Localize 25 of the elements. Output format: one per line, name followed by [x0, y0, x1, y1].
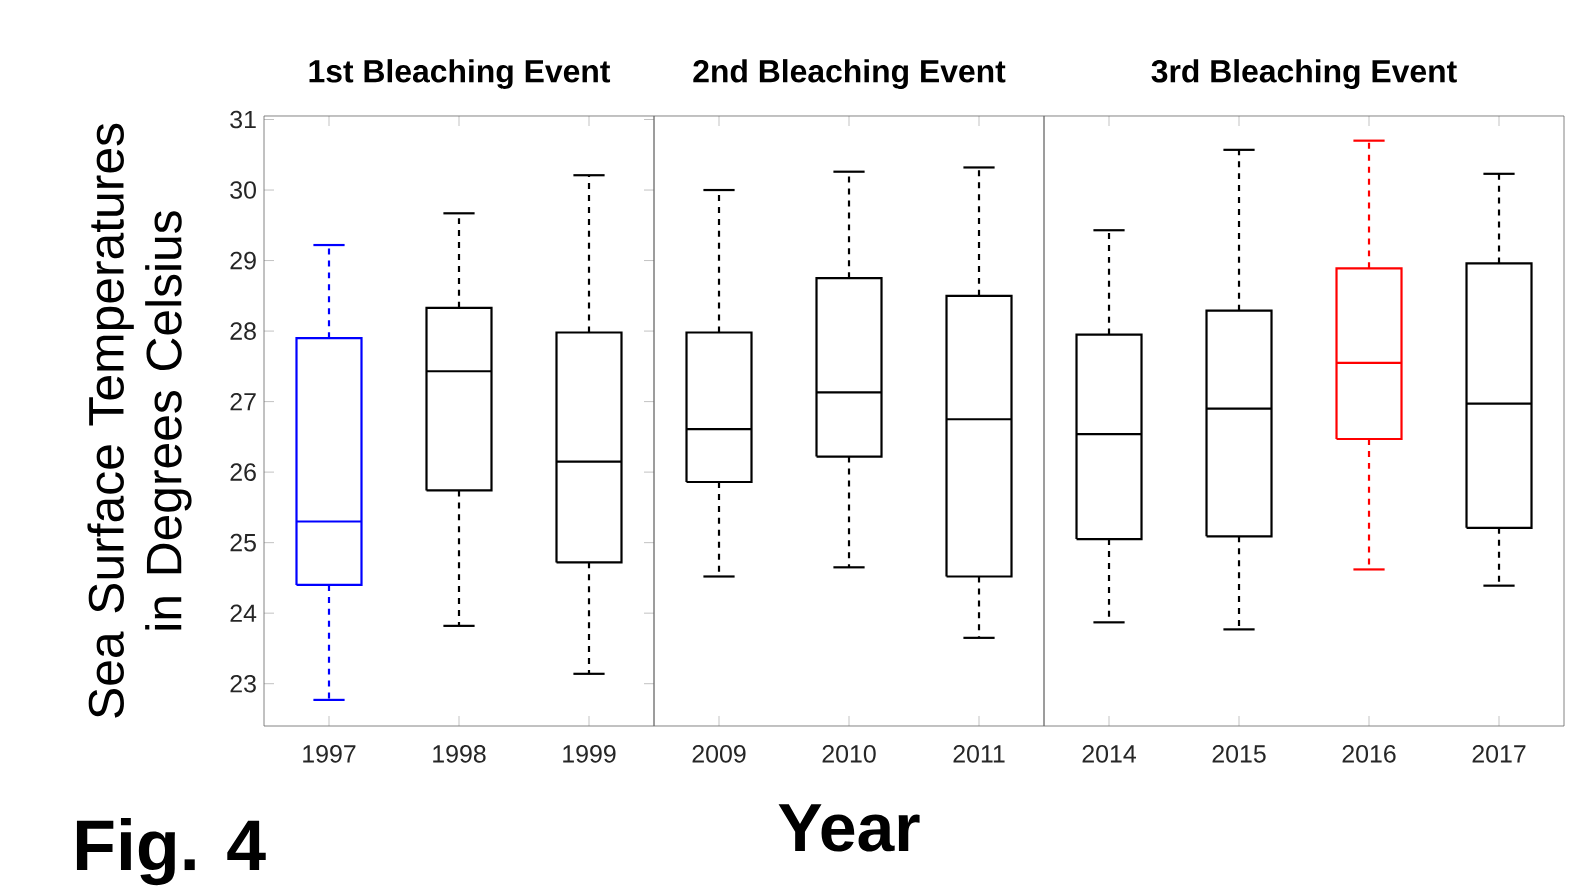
- caption: Fig. 4: [76, 818, 266, 886]
- chart-title: 1st Bleaching Event: [309, 59, 611, 89]
- y-tick-label: 31: [230, 110, 256, 129]
- x-tick-label: 1999: [563, 745, 616, 763]
- y-tick-label: 29: [230, 251, 256, 270]
- x-tick-label: 2009: [692, 745, 746, 763]
- x-tick-label: 2015: [1212, 745, 1266, 763]
- y-tick-label: 30: [230, 181, 256, 199]
- chart-title: 2nd Bleaching Event: [693, 59, 1006, 89]
- x-tick-label: 2014: [1082, 745, 1136, 763]
- y-axis-title: Sea Surface Temperatures in Degrees Celsius: [87, 123, 192, 718]
- chart-title: 3rd Bleaching Event: [1151, 59, 1457, 89]
- y-tick-label: 27: [230, 392, 256, 411]
- y-tick-label: 23: [230, 674, 256, 693]
- x-tick-label: 2017: [1472, 745, 1526, 763]
- y-tick-label: 25: [230, 533, 256, 552]
- x-tick-label: 1997: [303, 745, 356, 763]
- y-tick-label: 26: [230, 463, 256, 481]
- x-axis-title: Year: [778, 804, 920, 852]
- x-tick-label: 1998: [433, 745, 486, 763]
- y-tick-label: 28: [230, 322, 256, 340]
- x-tick-label: 2010: [822, 745, 876, 763]
- y-tick-label: 24: [230, 604, 257, 622]
- x-tick-label: 2011: [953, 745, 1005, 763]
- x-tick-label: 2016: [1342, 745, 1396, 763]
